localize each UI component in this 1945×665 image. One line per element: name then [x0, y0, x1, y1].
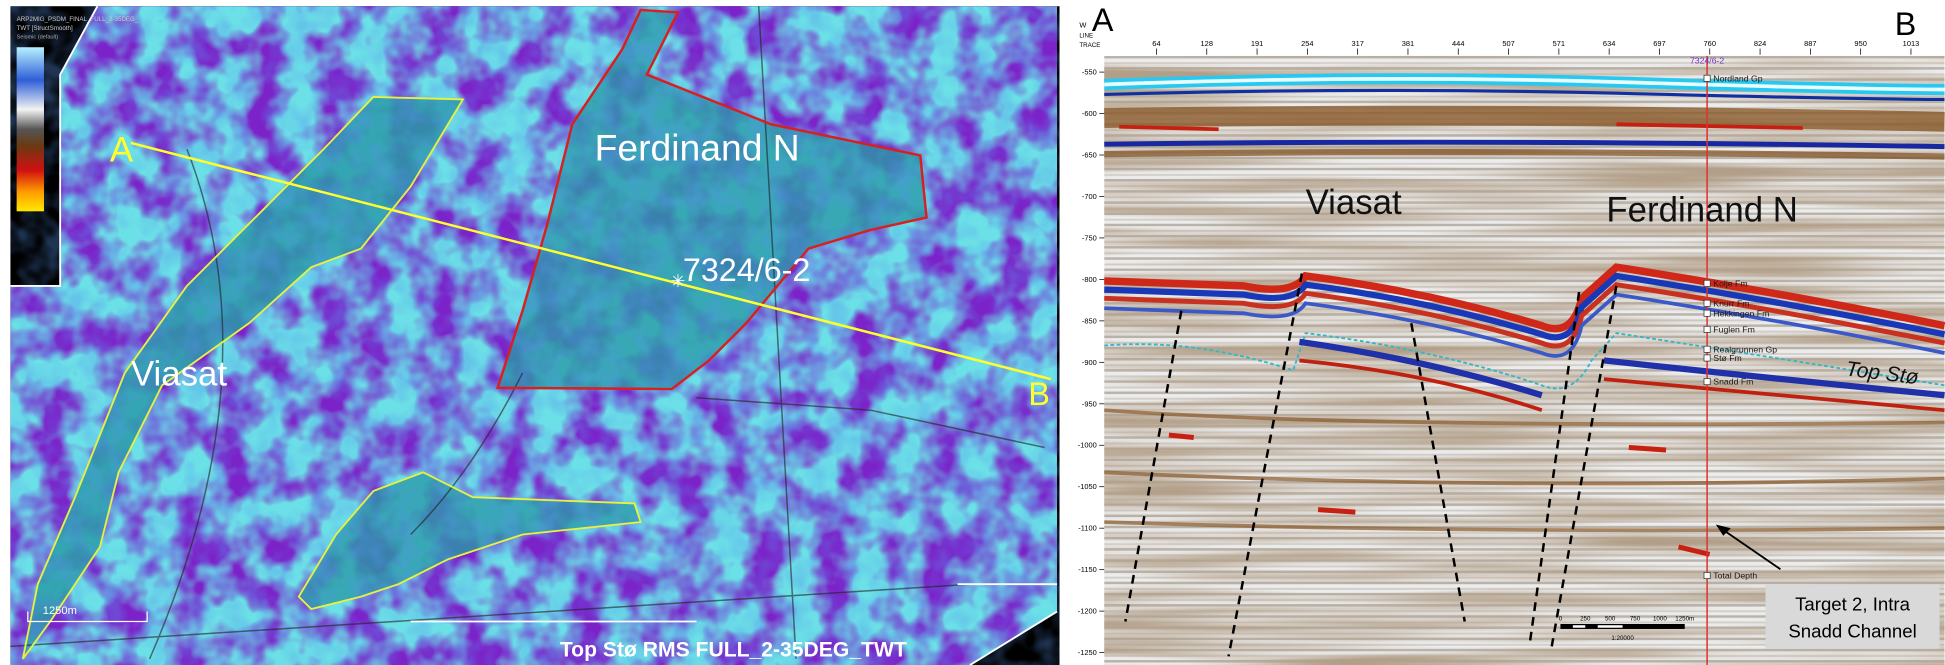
scale-label: 1250m — [43, 605, 77, 617]
trace-label: 381 — [1402, 39, 1414, 48]
depth-label: -1000 — [1078, 441, 1097, 450]
south-outline — [297, 471, 642, 611]
section-line — [130, 141, 1052, 381]
target-box — [1765, 584, 1940, 649]
scale-bar-segment — [1572, 625, 1586, 628]
header-label: W — [1079, 20, 1086, 29]
header-label: TRACE — [1079, 42, 1100, 49]
horizon-marker — [1703, 309, 1711, 317]
scale-bar — [27, 611, 148, 623]
horizon-marker — [1703, 279, 1711, 287]
well-star: ✳ — [671, 271, 686, 291]
trace-label: 444 — [1452, 39, 1464, 48]
scale-ratio: 1:20000 — [1611, 635, 1634, 642]
trace-label: 887 — [1804, 39, 1816, 48]
scale-tick: 500 — [1605, 615, 1616, 622]
horizons — [1104, 73, 1945, 557]
legend-line: TWT [StructSmooth] — [17, 25, 73, 32]
trace-label: 760 — [1704, 39, 1716, 48]
scale-tick: 250 — [1580, 615, 1591, 622]
trace-label: 697 — [1653, 39, 1665, 48]
horizon-marker — [1703, 74, 1711, 82]
horizon-marker — [1703, 299, 1711, 307]
map-patches — [10, 6, 1060, 665]
depth-label: -850 — [1082, 316, 1097, 325]
scale-tick: 0 — [1559, 615, 1563, 622]
horizon-label: Hekkingen Fm — [1713, 308, 1769, 318]
prospect-label: Viasat — [1306, 183, 1402, 222]
depth-label: -1050 — [1078, 482, 1097, 491]
point-b: B — [1895, 6, 1917, 42]
legend-line: ARP2MIG_PSDM_FINAL_FULL_2-35DEG_ — [17, 16, 139, 23]
depth-label: -1250 — [1078, 648, 1097, 657]
horizon-label: Knurr Fm — [1713, 298, 1749, 308]
prospect-label: Ferdinand N — [1606, 190, 1798, 229]
trace-labels: 64 128 191 254 317 381 444 507 571 634 697 760 824 88… — [1152, 39, 1919, 55]
viasat-outline — [21, 96, 465, 660]
trace-label: 317 — [1351, 39, 1363, 48]
trace-label: 128 — [1201, 39, 1213, 48]
depth-label: -750 — [1082, 233, 1097, 242]
depth-label: -550 — [1082, 68, 1097, 77]
prospect-label: Ferdinand N — [595, 126, 800, 168]
trace-label: 824 — [1754, 39, 1766, 48]
depth-label: -950 — [1082, 399, 1097, 408]
well-label: 7324/6-2 — [683, 252, 811, 288]
target-label: Snadd Channel — [1788, 621, 1916, 642]
trace-label: 191 — [1251, 39, 1263, 48]
point-b: B — [1028, 376, 1050, 412]
arrow — [1720, 527, 1781, 571]
target-label: Target 2, Intra — [1795, 593, 1911, 614]
depth-label: -650 — [1082, 151, 1097, 160]
scale-tick: 750 — [1630, 615, 1641, 622]
horizon-marker — [1703, 345, 1711, 353]
prospect-label: Viasat — [131, 354, 227, 393]
horizon-label: Stø Fm — [1713, 353, 1741, 363]
horizon-marker — [1703, 572, 1711, 579]
fault-lines — [1124, 273, 1618, 657]
scale-tick: 1250m — [1675, 615, 1694, 622]
horizon-label: Nordland Gp — [1713, 73, 1762, 83]
depth-labels: -550 -600 -650 -700 -750 -800 -850 -900 -950 -100… — [1078, 68, 1105, 657]
caption: Top Stø RMS FULL_2-35DEG_TWT — [560, 638, 907, 661]
depth-label: -900 — [1082, 358, 1097, 367]
trace-label: 254 — [1301, 39, 1313, 48]
scale-bar-segment — [1597, 625, 1623, 628]
horizon-marker — [1703, 378, 1711, 386]
header-label: LINE — [1079, 32, 1093, 39]
trace-label: 571 — [1553, 39, 1565, 48]
point-a: A — [110, 131, 134, 170]
horizon-marker — [1703, 354, 1711, 362]
trace-label: 64 — [1152, 39, 1160, 48]
depth-label: -1100 — [1078, 524, 1096, 533]
well-label: 7324/6-2 — [1690, 55, 1724, 65]
trace-label: 950 — [1854, 39, 1866, 48]
map-boundary — [10, 5, 1058, 665]
depth-label: -700 — [1082, 192, 1097, 201]
trace-label: 507 — [1502, 39, 1514, 48]
horizon-label: Kolje Fm — [1713, 279, 1747, 289]
map-faults — [10, 6, 1045, 660]
horizon-marker — [1703, 325, 1711, 333]
depth-label: -800 — [1082, 275, 1097, 284]
scale-ticks: 0 250 500 750 1000 1250m — [1559, 615, 1695, 622]
trace-label: 634 — [1603, 39, 1615, 48]
horizon-label: Snadd Fm — [1713, 377, 1753, 387]
horizon-label: Total Depth — [1713, 571, 1757, 581]
colorbar — [16, 47, 44, 212]
legend-line: Seismic (default) — [17, 35, 59, 41]
depth-label: -600 — [1082, 109, 1097, 118]
trace-label: 1013 — [1903, 39, 1920, 48]
horizon-label: Realgrunnen Gp — [1713, 344, 1777, 354]
scale-tick: 1000 — [1653, 615, 1667, 622]
depth-label: -1150 — [1078, 565, 1096, 574]
horizon-label: Fuglen Fm — [1713, 325, 1755, 335]
depth-label: -1200 — [1078, 607, 1097, 616]
point-a: A — [1092, 2, 1114, 38]
